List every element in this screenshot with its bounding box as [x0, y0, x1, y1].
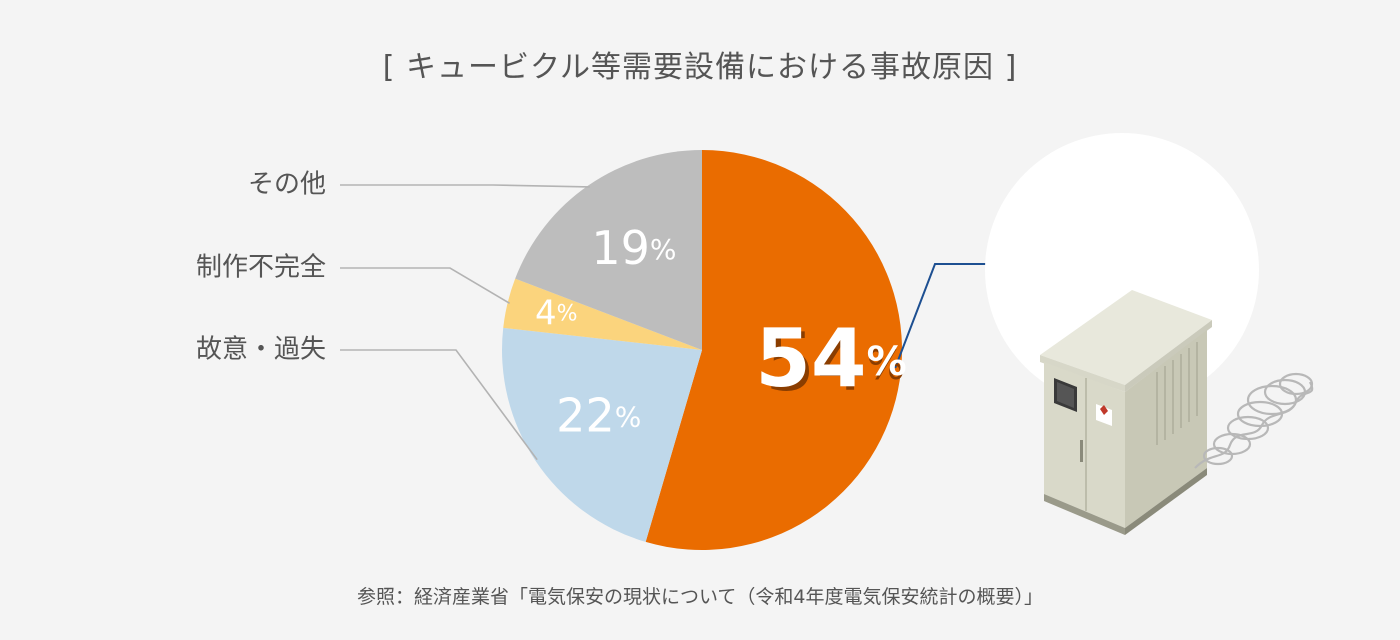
- source-note: 参照：経済産業省「電気保安の現状について（令和4年度電気保安統計の概要）」: [356, 586, 1044, 608]
- pie-value-label: 22%: [556, 388, 641, 442]
- chart-title: [ キュービクル等需要設備における事故原因 ]: [382, 50, 1018, 85]
- category-label: その他: [248, 170, 326, 200]
- leader-lines: [340, 184, 1010, 461]
- category-label: 制作不完全: [196, 253, 326, 283]
- cubicle-illustration: [1040, 290, 1314, 535]
- leader-line: [340, 349, 538, 461]
- pie-value-label-shadow: 54%: [765, 316, 905, 409]
- pie-slice: [502, 327, 702, 542]
- pie-slice: [645, 150, 902, 550]
- pie-value-label: 19%: [591, 221, 676, 275]
- pie-value-label: 4%: [535, 293, 578, 333]
- leader-line: [340, 267, 510, 305]
- pie-slices: [502, 150, 902, 550]
- leader-line: [340, 184, 590, 188]
- leader-line: [894, 263, 1010, 369]
- pie-slice: [515, 150, 702, 350]
- category-label: 故意・過失: [196, 335, 326, 365]
- pie-slice: [503, 278, 702, 350]
- pie-value-label: 54%: [755, 312, 906, 405]
